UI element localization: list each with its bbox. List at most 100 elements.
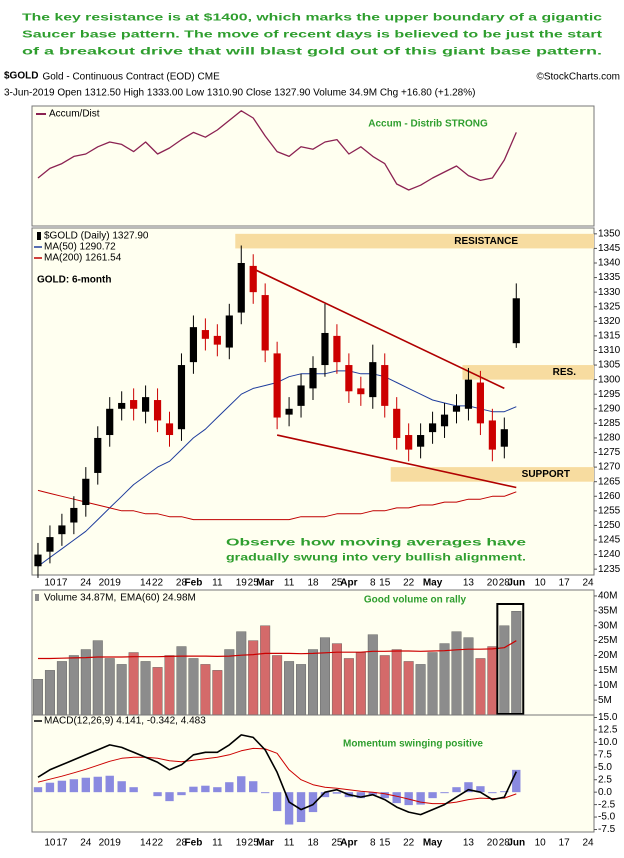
- macd-histogram: [320, 792, 330, 798]
- ema-line: [38, 640, 517, 660]
- x-tick-label: 13: [463, 578, 475, 589]
- y-tick-label: -2.5: [598, 799, 616, 810]
- candle-body: [333, 335, 341, 363]
- macd-histogram: [201, 785, 210, 793]
- macd-histogram: [117, 781, 126, 793]
- level-label: RES.: [553, 367, 577, 378]
- volume-bar: [379, 655, 390, 716]
- volume-bar: [140, 661, 151, 716]
- x-tick-label: 24: [80, 578, 92, 589]
- y-tick-label: 1300: [598, 374, 621, 385]
- y-tick-label: 35M: [598, 605, 617, 616]
- candle-body: [273, 353, 281, 418]
- y-tick-label: 1250: [598, 520, 621, 531]
- volume-bar: [475, 658, 486, 716]
- y-tick-label: 1265: [598, 476, 621, 487]
- candle-body: [512, 298, 520, 344]
- macd-histogram: [45, 782, 55, 793]
- y-tick-label: 5.0: [598, 762, 612, 773]
- candle-body: [417, 435, 425, 447]
- x-tick-label: 17: [56, 578, 68, 589]
- candle-body: [261, 295, 269, 351]
- x-tick-label: 10: [535, 838, 547, 849]
- y-tick-label: 1350: [598, 228, 621, 239]
- y-tick-label: 10M: [598, 680, 617, 691]
- volume-bar: [499, 625, 510, 716]
- x-tick-label: 10: [535, 578, 547, 589]
- x-tick-label: 24: [80, 838, 92, 849]
- macd-histogram: [500, 791, 509, 793]
- volume-bar: [212, 670, 223, 716]
- volume-bar: [116, 664, 127, 716]
- volume-bar: [319, 637, 330, 716]
- level-band: [235, 233, 594, 249]
- volume-bar: [308, 649, 318, 716]
- y-tick-label: 1320: [598, 316, 621, 327]
- x-tick-label: 8: [370, 578, 376, 589]
- volume-bar: [487, 646, 498, 716]
- macd-histogram: [452, 787, 461, 793]
- macd-histogram: [308, 792, 318, 813]
- candle-body: [142, 397, 150, 412]
- source: ©StockCharts.com: [536, 72, 620, 83]
- y-tick-label: 1325: [598, 301, 621, 312]
- macd-histogram: [332, 792, 342, 794]
- volume-bar: [415, 664, 426, 716]
- trendline: [276, 434, 517, 489]
- macd-histogram: [356, 792, 366, 799]
- volume-bar: [104, 658, 115, 716]
- annotation: Good volume on rally: [364, 595, 467, 606]
- y-tick-label: 1340: [598, 258, 621, 269]
- x-tick-label: Jun: [507, 578, 525, 589]
- x-tick-label: 28: [176, 578, 188, 589]
- x-tick-label: 25: [248, 838, 260, 849]
- legend-swatch: [35, 594, 39, 601]
- x-tick-label: 22: [403, 578, 415, 589]
- x-tick-label: 10: [44, 838, 56, 849]
- volume-bar: [284, 661, 295, 716]
- y-tick-label: 15.0: [598, 712, 618, 723]
- y-tick-label: 1305: [598, 360, 621, 371]
- volume-bar: [367, 634, 378, 716]
- candle-body: [393, 408, 401, 438]
- trendline: [252, 268, 505, 390]
- candle-body: [34, 554, 42, 567]
- volume-bar: [224, 649, 235, 716]
- y-tick-label: 25M: [598, 635, 617, 646]
- x-tick-label: 11: [212, 578, 223, 589]
- macd-histogram: [512, 769, 521, 793]
- macd-histogram: [165, 792, 174, 802]
- candle-body: [321, 332, 329, 366]
- commentary: The key resistance is at $1400, which ma…: [22, 13, 603, 24]
- y-tick-label: 2.5: [598, 774, 612, 785]
- candle-body: [58, 525, 66, 535]
- x-tick-label: 2019: [99, 838, 122, 849]
- chart-title: Gold - Continuous Contract (EOD) CME: [42, 72, 220, 83]
- volume-bar: [164, 655, 175, 716]
- y-tick-label: 1285: [598, 418, 621, 429]
- macd-histogram: [237, 776, 246, 793]
- x-tick-label: 18: [307, 838, 319, 849]
- y-tick-label: 20M: [598, 650, 617, 661]
- candle-body: [476, 382, 484, 424]
- moving-average: [37, 489, 517, 521]
- x-tick-label: Mar: [256, 838, 274, 849]
- candle-body: [70, 507, 78, 523]
- volume-bar: [391, 649, 402, 716]
- x-tick-label: 17: [559, 578, 571, 589]
- volume-bar: [355, 652, 366, 716]
- y-tick-label: 7.5: [598, 749, 612, 760]
- y-tick-label: 1255: [598, 505, 621, 516]
- level-label: RESISTANCE: [454, 236, 518, 247]
- y-tick-label: 1310: [598, 345, 621, 356]
- candle-body: [82, 478, 90, 506]
- ad-line: [37, 110, 517, 191]
- y-tick-label: 10.0: [598, 737, 618, 748]
- candle-body: [440, 414, 449, 427]
- y-tick-label: 1240: [598, 549, 621, 560]
- x-tick-label: 25: [331, 838, 343, 849]
- volume-bar: [44, 670, 55, 716]
- x-tick-label: 10: [44, 578, 56, 589]
- candle-body: [153, 400, 162, 421]
- macd-histogram: [380, 792, 389, 799]
